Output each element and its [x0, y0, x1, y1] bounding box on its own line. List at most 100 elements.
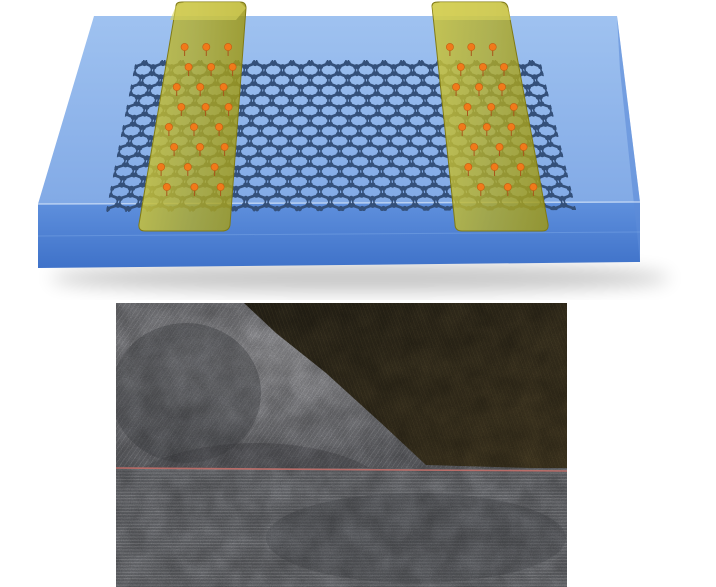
lattice-atom — [339, 186, 345, 191]
lattice-atom — [548, 186, 554, 191]
dopant-atom — [479, 63, 487, 71]
lattice-atom — [349, 156, 354, 161]
lattice-atom — [439, 145, 444, 151]
lattice-atom — [368, 135, 373, 141]
lattice-atom — [419, 145, 424, 151]
lattice-atom — [276, 173, 281, 178]
lattice-atom — [279, 125, 284, 130]
lattice-atom — [307, 183, 312, 188]
lattice-atom — [338, 145, 344, 151]
lattice-atom — [404, 95, 410, 100]
lattice-atom — [260, 92, 265, 97]
lattice-atom — [133, 115, 138, 120]
lattice-atom — [393, 92, 398, 97]
lattice-atom — [128, 193, 133, 198]
lattice-atom — [396, 132, 402, 137]
lattice-atom — [374, 92, 379, 97]
lattice-atom — [379, 173, 384, 178]
lattice-atom — [441, 166, 447, 171]
lattice-atom — [526, 92, 532, 97]
lattice-atom — [317, 92, 322, 97]
lattice-atom — [148, 85, 153, 90]
lattice-atom — [137, 95, 142, 100]
lattice-atom — [384, 102, 390, 107]
lattice-atom — [256, 186, 261, 191]
lattice-atom — [298, 71, 304, 77]
lattice-atom — [264, 203, 269, 208]
left-contact-atoms — [157, 43, 237, 196]
lattice-atom — [299, 105, 304, 110]
dopant-atom — [180, 43, 189, 51]
lattice-atom — [287, 142, 292, 148]
dopant-atom — [529, 183, 538, 191]
lattice-atom — [444, 186, 449, 191]
lattice-atom — [263, 64, 268, 70]
lattice-atom — [309, 95, 314, 100]
dopant-atom — [475, 83, 483, 91]
lattice-atom — [143, 163, 149, 168]
lattice-atom — [278, 112, 283, 117]
lattice-atom — [526, 85, 531, 90]
dopant-atom — [170, 143, 178, 151]
lattice-atom — [258, 145, 263, 151]
lattice-atom — [355, 64, 361, 70]
dopant-atom — [463, 103, 472, 111]
lattice-atom — [338, 173, 343, 178]
lattice-atom — [307, 163, 312, 168]
lattice-atom — [268, 156, 273, 161]
lattice-atom — [413, 203, 418, 208]
lattice-atom — [446, 206, 452, 212]
lattice-atom — [269, 102, 274, 107]
lattice-atom — [262, 85, 267, 90]
lattice-atom — [547, 142, 553, 148]
lattice-atom — [267, 176, 272, 181]
lattice-atom — [243, 203, 248, 208]
lattice-atom — [129, 135, 135, 141]
lattice-atom — [271, 61, 276, 67]
lattice-atom — [106, 206, 111, 212]
lattice-atom — [358, 173, 364, 178]
lattice-atom — [266, 163, 271, 168]
dopant-atom — [157, 163, 165, 171]
lattice-atom — [317, 193, 322, 198]
dopant-atom — [452, 83, 460, 91]
lattice-atom — [522, 71, 527, 77]
lattice-atom — [346, 102, 351, 107]
lattice-atom — [297, 152, 302, 158]
lattice-atom — [434, 203, 439, 208]
lattice-atom — [418, 61, 424, 67]
lattice-atom — [336, 92, 341, 97]
lattice-atom — [244, 64, 250, 70]
lattice-atom — [256, 152, 262, 158]
lattice-atom — [242, 71, 248, 77]
lattice-atom — [389, 163, 394, 168]
lattice-atom — [548, 193, 554, 198]
lattice-atom — [247, 142, 252, 148]
lattice-atom — [425, 206, 430, 212]
lattice-atom — [326, 81, 332, 87]
lattice-atom — [146, 92, 151, 97]
substrate-shadow — [50, 264, 670, 292]
lattice-atom — [395, 112, 400, 117]
lattice-atom — [290, 74, 295, 80]
lattice-atom — [329, 176, 334, 181]
lattice-atom — [299, 125, 304, 130]
lattice-atom — [366, 95, 371, 100]
lattice-atom — [277, 166, 283, 171]
lattice-atom — [391, 176, 396, 181]
lattice-atom — [239, 112, 245, 117]
lattice-atom — [131, 173, 137, 178]
lattice-atom — [141, 125, 146, 130]
lattice-atom — [349, 176, 355, 181]
lattice-atom — [402, 186, 407, 191]
tem-micrograph — [116, 303, 567, 587]
lattice-atom — [348, 135, 353, 141]
lattice-atom — [561, 196, 566, 201]
lattice-atom — [300, 64, 305, 70]
lattice-atom — [414, 112, 419, 117]
lattice-atom — [337, 152, 343, 158]
dopant-atom — [190, 123, 198, 131]
lattice-atom — [308, 156, 313, 161]
lattice-atom — [434, 105, 439, 110]
lattice-atom — [340, 206, 345, 212]
